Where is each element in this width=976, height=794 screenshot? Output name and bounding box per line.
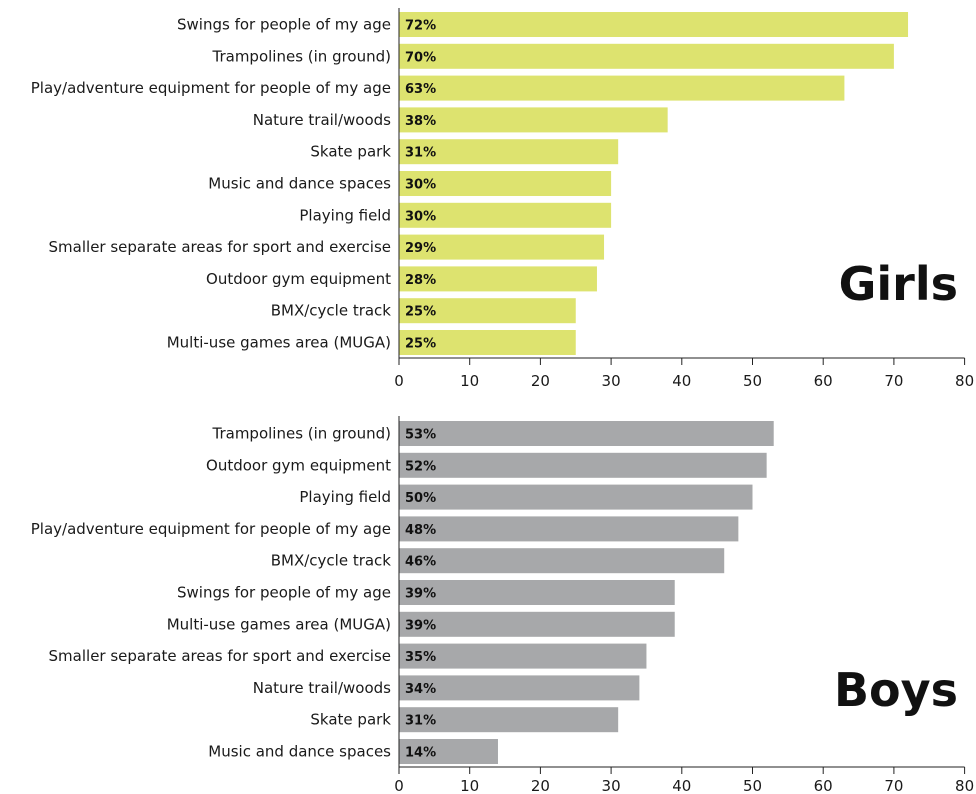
girls-category-label: Music and dance spaces (208, 175, 391, 193)
girls-category-label: Multi-use games area (MUGA) (167, 334, 391, 352)
girls-bar (399, 171, 612, 196)
boys-data-label: 31% (405, 714, 436, 729)
boys-category-label: Swings for people of my age (177, 584, 391, 602)
girls-data-label: 30% (405, 209, 436, 224)
girls-x-tick-label: 70 (884, 372, 903, 390)
boys-x-tick-label: 10 (460, 777, 479, 794)
girls-data-label: 72% (405, 19, 436, 34)
boys-x-tick-label: 0 (394, 777, 404, 794)
girls-category-label: Outdoor gym equipment (206, 270, 391, 288)
boys-bar (399, 643, 647, 669)
girls-data-label: 25% (405, 337, 436, 352)
boys-category-label: Multi-use games area (MUGA) (167, 615, 391, 633)
boys-data-label: 46% (405, 555, 436, 570)
girls-x-tick-label: 40 (672, 372, 691, 390)
boys-data-label: 50% (405, 491, 436, 506)
girls-category-label: Nature trail/woods (253, 111, 391, 129)
girls-data-label: 25% (405, 305, 436, 320)
girls-x-tick-label: 50 (743, 372, 762, 390)
boys-data-label: 34% (405, 682, 436, 697)
girls-category-label: Skate park (310, 143, 391, 161)
girls-category-label: Play/adventure equipment for people of m… (31, 79, 391, 97)
boys-data-label: 53% (405, 428, 436, 443)
girls-category-label: Playing field (299, 206, 391, 224)
girls-x-tick-label: 20 (531, 372, 550, 390)
girls-bar (399, 298, 576, 324)
girls-category-label: BMX/cycle track (271, 302, 392, 320)
girls-bar (399, 234, 605, 260)
boys-data-label: 52% (405, 459, 436, 474)
girls-bar (399, 330, 576, 355)
boys-category-label: Music and dance spaces (208, 743, 391, 761)
girls-data-label: 30% (405, 178, 436, 193)
girls-chart: Swings for people of my age 72% Trampoline… (31, 8, 974, 390)
girls-bar (399, 139, 619, 165)
boys-category-label: Nature trail/woods (253, 679, 391, 697)
boys-bar (399, 452, 767, 478)
girls-bar (399, 75, 845, 101)
boys-bar (399, 516, 739, 542)
boys-x-tick-label: 20 (531, 777, 550, 794)
girls-data-label: 63% (405, 82, 436, 97)
girls-panel-title: Girls (839, 257, 958, 311)
boys-x-tick-label: 50 (743, 777, 762, 794)
boys-bar (399, 707, 619, 733)
girls-x-tick-label: 30 (602, 372, 621, 390)
boys-category-label: Playing field (299, 488, 391, 506)
boys-chart: Trampolines (in ground) 53% Outdoor gym eq… (31, 416, 974, 794)
boys-data-label: 39% (405, 587, 436, 602)
boys-data-label: 48% (405, 523, 436, 538)
boys-category-label: Trampolines (in ground) (212, 425, 392, 443)
boys-category-label: Play/adventure equipment for people of m… (31, 520, 391, 538)
girls-data-label: 28% (405, 273, 436, 288)
boys-category-label: Outdoor gym equipment (206, 456, 391, 474)
girls-bar (399, 107, 668, 133)
girls-data-label: 38% (405, 114, 436, 129)
girls-x-tick-label: 80 (955, 372, 974, 390)
boys-data-label: 35% (405, 650, 436, 665)
girls-data-label: 70% (405, 50, 436, 65)
girls-x-tick-label: 10 (460, 372, 479, 390)
boys-category-label: Skate park (310, 711, 391, 729)
girls-data-label: 29% (405, 241, 436, 256)
boys-data-label: 14% (405, 746, 436, 761)
girls-bar (399, 266, 597, 292)
boys-x-tick-label: 40 (672, 777, 691, 794)
girls-category-label: Swings for people of my age (177, 16, 391, 34)
boys-bar (399, 611, 675, 637)
boys-bar (399, 580, 675, 605)
boys-bar (399, 548, 725, 574)
girls-data-label: 31% (405, 146, 436, 161)
girls-bar (399, 43, 894, 69)
boys-x-tick-label: 80 (955, 777, 974, 794)
boys-bar (399, 484, 753, 510)
girls-category-label: Trampolines (in ground) (212, 47, 392, 65)
boys-bar (399, 421, 774, 446)
boys-x-tick-label: 70 (884, 777, 903, 794)
girls-x-tick-label: 60 (814, 372, 833, 390)
boys-bar (399, 739, 498, 764)
girls-bar (399, 12, 909, 37)
boys-data-label: 39% (405, 618, 436, 633)
boys-bar (399, 675, 640, 701)
boys-x-tick-label: 60 (814, 777, 833, 794)
girls-x-tick-label: 0 (394, 372, 404, 390)
boys-category-label: Smaller separate areas for sport and exe… (49, 647, 391, 665)
boys-x-tick-label: 30 (602, 777, 621, 794)
boys-panel-title: Boys (834, 663, 958, 717)
boys-category-label: BMX/cycle track (271, 552, 392, 570)
girls-bar (399, 202, 612, 228)
girls-category-label: Smaller separate areas for sport and exe… (49, 238, 391, 256)
